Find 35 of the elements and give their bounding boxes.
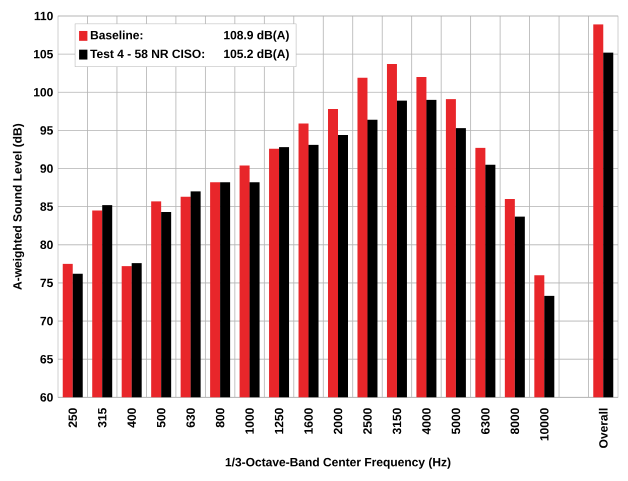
y-tick-label: 80 [40,240,53,249]
x-tick-label: Overall [598,408,608,448]
y-tick-label: 75 [40,278,53,287]
x-tick-label: 400 [127,408,136,428]
y-tick-label: 85 [40,202,53,211]
x-tick-label: 2000 [334,408,342,434]
legend-label: Test 4 - 58 NR CISO: [90,49,204,58]
x-tick-label: 1000 [245,408,254,434]
y-tick-label: 110 [34,12,53,20]
y-tick-label: 60 [40,392,53,402]
y-tick-label: 70 [40,316,53,326]
x-tick-label: 4000 [422,408,431,434]
y-tick-label: 95 [40,126,53,134]
y-tick-label: 90 [40,164,53,173]
x-tick-label: 800 [216,408,224,428]
legend-label: Baseline: [90,30,142,40]
y-tick-label: 100 [34,88,53,96]
x-tick-label: 3150 [392,408,402,434]
y-axis-title: A-weighted Sound Level (dB) [12,124,24,290]
x-axis-title: 1/3-Octave-Band Center Frequency (Hz) [226,457,450,469]
x-tick-label: 8000 [510,408,520,434]
annotation: 105.2 dB(A) [224,49,289,60]
x-tick-label: 250 [68,408,77,428]
x-tick-label: 6300 [481,408,490,434]
x-tick-label: 10000 [540,408,549,440]
x-tick-label: 315 [98,408,106,428]
x-tick-label: 2500 [363,408,372,434]
x-tick-label: 1600 [304,408,313,434]
x-tick-label: 630 [186,408,195,428]
x-tick-label: 1250 [274,408,284,434]
x-tick-label: 5000 [452,408,460,434]
y-tick-label: 65 [40,354,53,364]
x-tick-label: 500 [156,408,166,428]
annotation: 108.9 dB(A) [224,30,289,42]
y-tick-label: 105 [34,50,53,58]
